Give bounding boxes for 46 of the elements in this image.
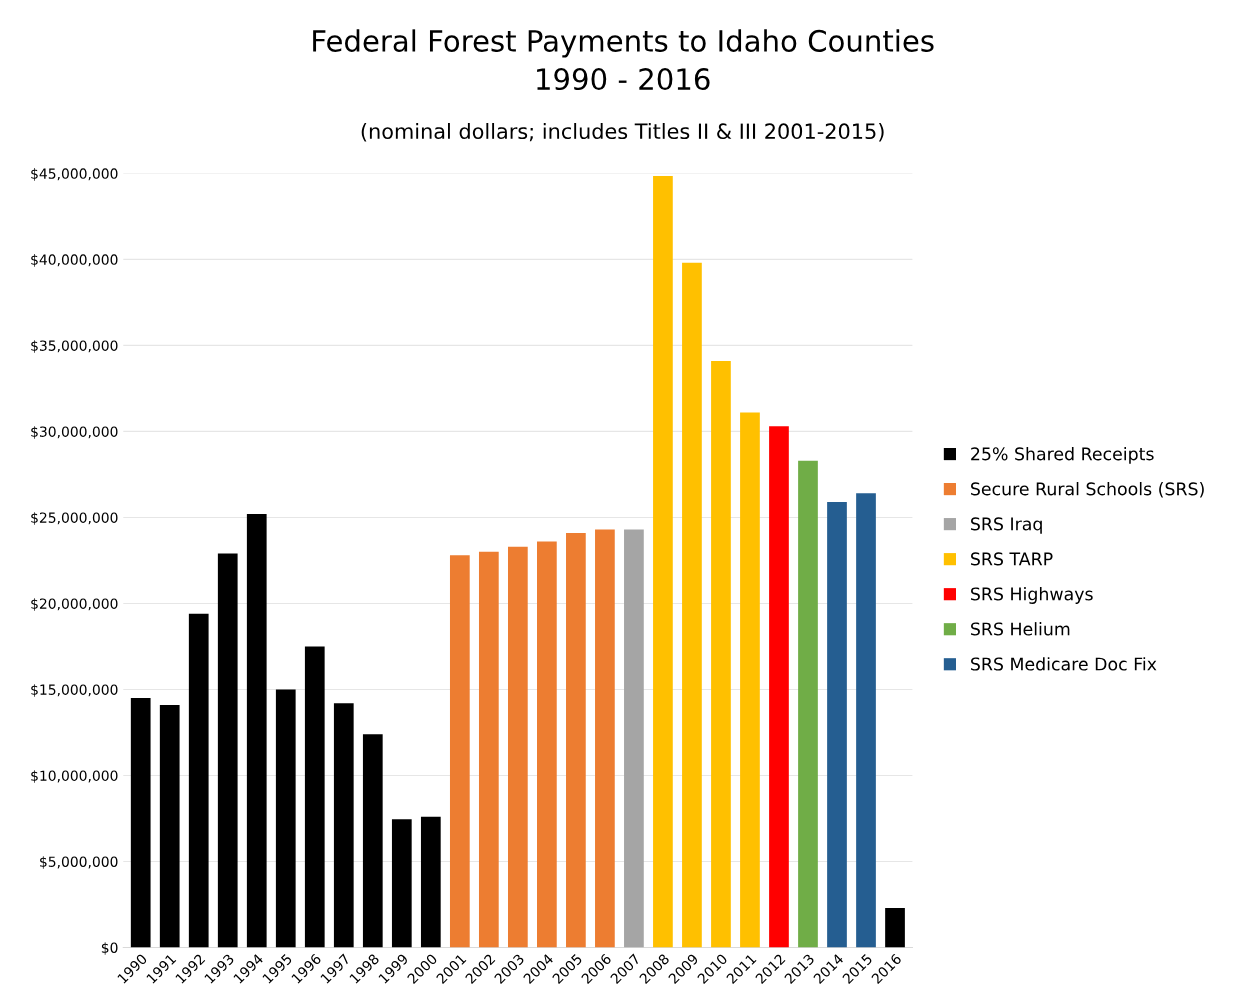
legend-label: SRS Iraq [971, 517, 1042, 534]
bar [333, 703, 354, 948]
bar [159, 704, 180, 948]
y-tick-label: $15,000,000 [31, 684, 118, 697]
y-tick-label: $35,000,000 [31, 340, 118, 353]
bar [362, 734, 383, 948]
bar [566, 532, 586, 948]
chart-subtitle: (nominal dollars; includes Titles II & III 2001-2015) [361, 122, 884, 142]
legend-label: SRS Highways [971, 587, 1093, 604]
bar [508, 546, 528, 948]
legend-label: Secure Rural Schools (SRS) [971, 481, 1204, 498]
bar [130, 698, 151, 948]
bar [537, 541, 557, 948]
y-tick-label: $25,000,000 [31, 512, 118, 525]
y-tick-label: $30,000,000 [31, 426, 118, 439]
legend-label: SRS Helium [971, 622, 1070, 636]
y-tick-label: $5,000,000 [40, 856, 118, 869]
legend-label: 25% Shared Receipts [971, 446, 1154, 464]
bar [217, 553, 238, 948]
bar [711, 360, 731, 948]
y-tick-label: $40,000,000 [31, 254, 118, 267]
bar [856, 493, 876, 948]
bar [449, 555, 470, 948]
bar [740, 412, 760, 948]
chart-title: Federal Forest Payments to Idaho Counties 1990 - 2016 [313, 29, 934, 91]
bar [304, 646, 325, 948]
bar [798, 460, 818, 948]
bar [246, 514, 267, 948]
bar [682, 262, 702, 948]
y-tick-label: $20,000,000 [31, 598, 118, 611]
bar [478, 551, 499, 948]
bar [653, 175, 673, 948]
legend-label: SRS TARP [971, 552, 1053, 566]
bar [275, 689, 296, 948]
bar [769, 426, 789, 948]
bar [391, 819, 412, 948]
bar [885, 907, 905, 948]
y-tick-label: $0 [101, 942, 118, 955]
y-tick-label: $10,000,000 [31, 770, 118, 783]
bar [420, 816, 441, 948]
bar [595, 529, 615, 948]
bar [827, 501, 847, 948]
bar [188, 613, 209, 948]
bar [624, 529, 644, 948]
y-tick-label: $45,000,000 [31, 168, 118, 181]
legend-label: SRS Medicare Doc Fix [971, 657, 1157, 671]
